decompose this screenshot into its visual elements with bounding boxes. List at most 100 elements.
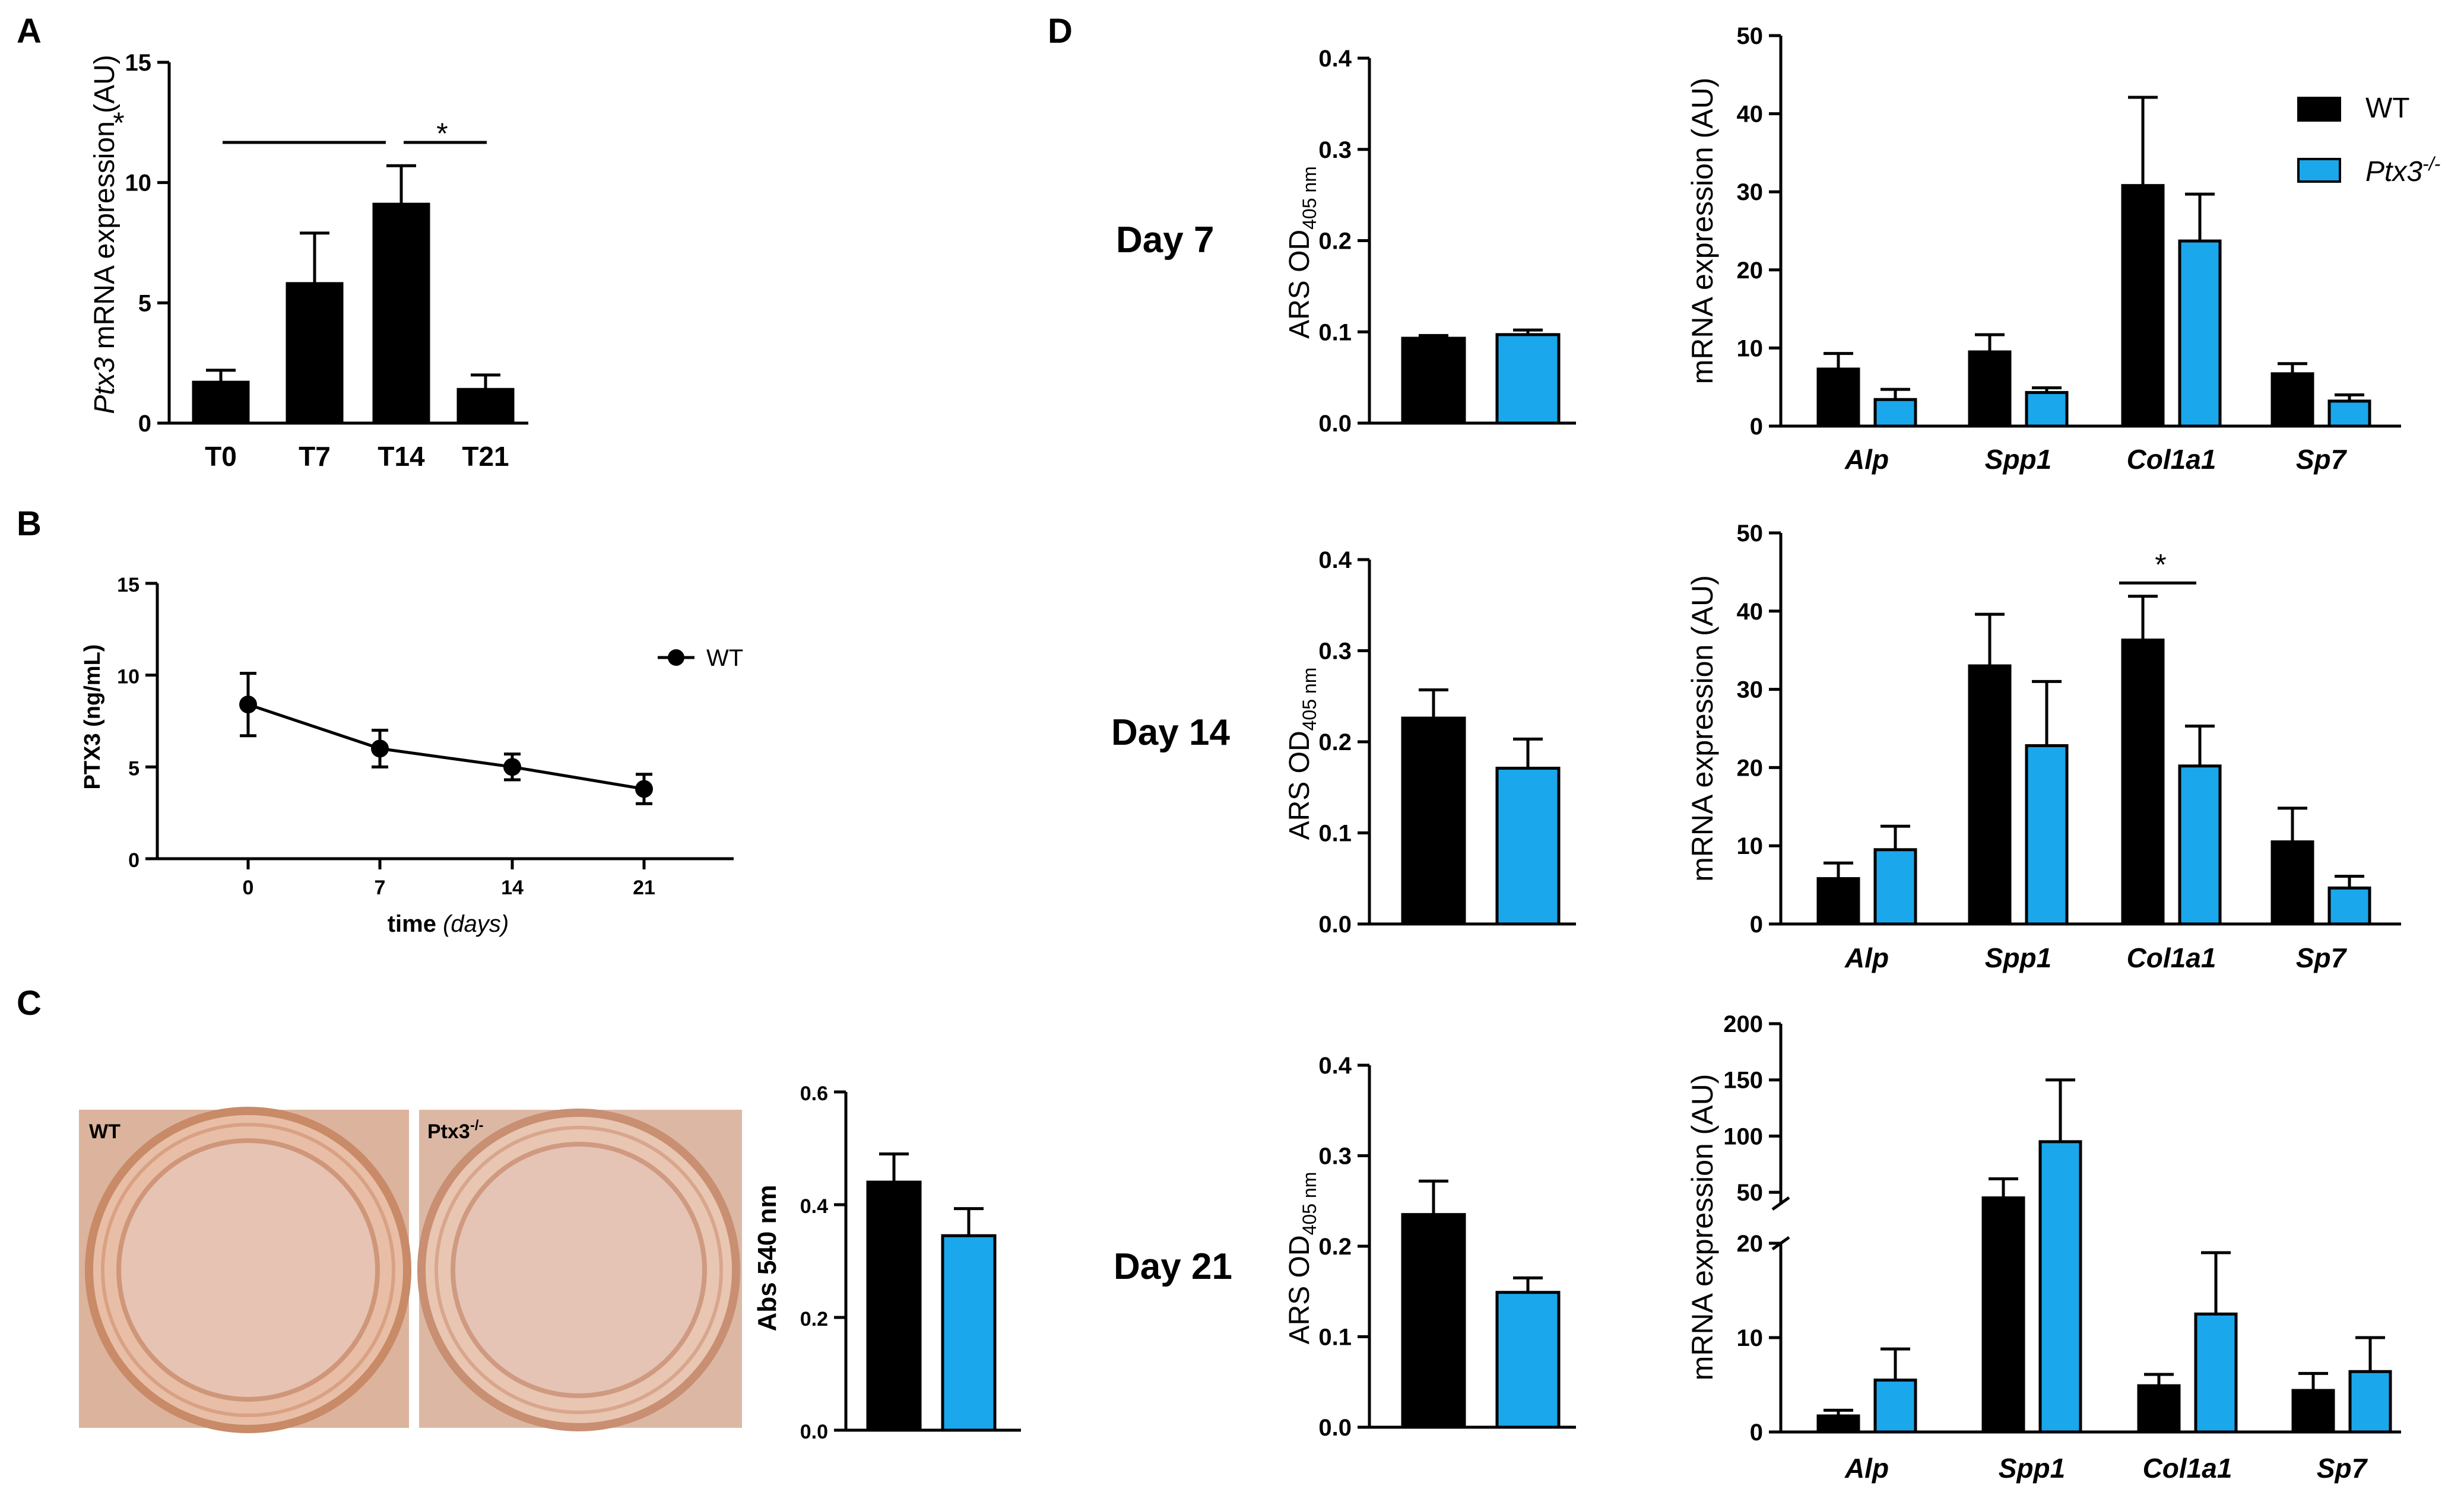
mrna-day14-bar-ptx3-col1a1 — [2178, 764, 2222, 926]
panel-c-bar-wt — [866, 1180, 922, 1432]
wt-photo-label: WT — [89, 1120, 120, 1143]
ptx3-photo-label: Ptx3-/- — [427, 1117, 483, 1143]
mrna-day7-y-tick-label: 40 — [1737, 101, 1764, 128]
panel-b-x-tick-label: 21 — [633, 877, 655, 899]
ars-day1-y-tick-label: 0.2 — [1318, 729, 1352, 755]
panel-b-series-line-wt — [248, 703, 645, 790]
mrna-day14-significance-star: * — [2155, 548, 2166, 581]
panel-a-bar-t14 — [372, 202, 430, 425]
mrna-day21-bar-ptx3-spp1 — [2038, 1140, 2082, 1434]
panel-b-data-point — [371, 739, 389, 758]
ptx3-well-inner-disc — [451, 1142, 707, 1398]
ars-y-label-text: ARS OD — [1284, 731, 1315, 840]
ars-bar-ptx3 — [1495, 1291, 1561, 1429]
panel-c-y-tick-label: 0.6 — [800, 1082, 828, 1105]
mrna-day21-y-tick-label: 0 — [1750, 1420, 1763, 1446]
panel-b-legend-label-wt: WT — [706, 645, 743, 671]
mrna-day21-bar-wt-sp7 — [2291, 1389, 2335, 1434]
mrna-day14-bar-ptx3-alp — [1873, 848, 1917, 926]
mrna-day21-y-axis-label: mRNA expression (AU) — [1686, 1074, 1719, 1381]
mrna-day21-x-tick-label: Alp — [1844, 1453, 1889, 1484]
mrna-day7-x-tick-label: Sp7 — [2296, 444, 2348, 475]
panel-b-x-label-time: time — [388, 911, 436, 937]
legend-label-ptx3: Ptx3-/- — [2365, 153, 2440, 188]
mrna-day7-bar-wt-alp — [1816, 367, 1860, 428]
mrna-day7-bar-wt-spp1 — [1968, 350, 2012, 428]
panel-a-bar-chart: Ptx3 mRNA expression (AU) * * — [89, 55, 448, 414]
ars-day0-y-tick-label: 0.3 — [1318, 137, 1352, 163]
panel-c-bar-chart: Abs 540 nm — [753, 1185, 782, 1332]
mrna-day21-bar-ptx3-alp — [1873, 1379, 1917, 1434]
ars-day1-y-tick-label: 0.3 — [1318, 639, 1352, 665]
panel-a-bar-t0 — [192, 380, 250, 425]
mrna-day14-bar-wt-col1a1 — [2121, 639, 2165, 926]
mrna-day7-bar-wt-sp7 — [2270, 372, 2314, 428]
mrna-day14-bar-wt-sp7 — [2270, 840, 2314, 926]
panel-c-y-tick-label: 0.0 — [800, 1421, 828, 1443]
mrna-day7-x-tick-label: Col1a1 — [2127, 444, 2216, 475]
panel-b-legend-marker — [668, 649, 684, 666]
mrna-day14-y-axis-label: mRNA expression (AU) — [1686, 575, 1719, 882]
panel-a-y-label-gene: Ptx3 — [89, 357, 120, 414]
panel-letter-d: D — [1048, 12, 1073, 50]
mrna-day14-x-tick-label: Alp — [1844, 942, 1889, 973]
mrna-day7-y-tick-label: 50 — [1737, 23, 1764, 49]
panel-b-data-point — [503, 758, 521, 776]
panel-a-y-tick-label: 5 — [138, 290, 151, 316]
wt-well-middle-ring — [101, 1123, 395, 1417]
mrna-day21-y-tick-label: 10 — [1737, 1325, 1764, 1351]
ars-day0-y-tick-label: 0.2 — [1318, 228, 1352, 255]
mrna-day7-y-axis-label: mRNA expression (AU) — [1686, 78, 1719, 385]
mrna-day21-bar-wt-col1a1 — [2137, 1384, 2181, 1434]
panel-c-y-axis-label: Abs 540 nm — [753, 1185, 782, 1332]
ars-y-label-subscript: 405 nm — [1299, 668, 1320, 731]
panel-c-y-tick-label: 0.4 — [800, 1195, 828, 1218]
mrna-day21-y-tick-label: 20 — [1737, 1231, 1764, 1257]
panel-a-y-tick-label: 15 — [125, 50, 152, 76]
mrna-day7-y-tick-label: 10 — [1737, 335, 1764, 361]
mrna-day21-x-tick-label: Spp1 — [1999, 1453, 2065, 1484]
ars-day2-y-tick-label: 0.3 — [1318, 1144, 1352, 1170]
panel-c-y-tick-label: 0.2 — [800, 1308, 828, 1330]
ptx3-photo-label-text: Ptx3 — [427, 1120, 470, 1143]
panel-b-y-tick-label: 15 — [117, 574, 139, 596]
mrna-day7-y-tick-label: 30 — [1737, 179, 1764, 205]
day-21-label: Day 21 — [1114, 1246, 1232, 1287]
mrna-day14-bar-ptx3-spp1 — [2025, 744, 2069, 926]
ars-day0-y-tick-label: 0.4 — [1318, 46, 1352, 72]
mrna-day14-bar-ptx3-sp7 — [2327, 886, 2371, 926]
day-7-label: Day 7 — [1116, 220, 1214, 261]
legend-label-ptx3-text: Ptx3 — [2365, 156, 2422, 188]
mrna-day21-y-tick-label: 100 — [1723, 1123, 1763, 1149]
ars-y-label-text: ARS OD — [1284, 1235, 1315, 1344]
panel-c-well-photos: WT Ptx3-/- — [79, 1107, 742, 1433]
mrna-day21-axis-break-mark — [1771, 1196, 1790, 1211]
ars-day1-y-tick-label: 0.4 — [1318, 547, 1352, 573]
mrna-day14-y-tick-label: 30 — [1737, 677, 1764, 703]
mrna-day21-bar-wt-spp1 — [1981, 1196, 2025, 1434]
ars-day0-y-tick-label: 0.1 — [1318, 319, 1352, 345]
day-14-label: Day 14 — [1111, 712, 1230, 753]
panel-c-bar-ptx3 — [941, 1234, 997, 1432]
mrna-day14-x-tick-label: Col1a1 — [2127, 942, 2216, 973]
ars-y-label-subscript: 405 nm — [1299, 1172, 1320, 1236]
panel-a-significance-star-2: * — [436, 117, 448, 150]
ars-bar-ptx3 — [1495, 333, 1561, 425]
panel-b-x-label-unit: (days) — [443, 911, 509, 937]
mrna-day7-bar-ptx3-col1a1 — [2178, 239, 2222, 428]
panel-a-x-tick-label: T7 — [299, 441, 331, 472]
panel-a-x-tick-label: T21 — [462, 441, 509, 472]
ars-y-axis-label: ARS OD405 nm — [1284, 166, 1320, 339]
panel-a-x-tick-label: T14 — [378, 441, 425, 472]
mrna-day14-x-tick-label: Spp1 — [1985, 942, 2051, 973]
panel-a-x-tick-label: T0 — [205, 441, 237, 472]
ars-bar-wt — [1401, 336, 1466, 425]
mrna-day7-x-tick-label: Spp1 — [1985, 444, 2051, 475]
mrna-day14-y-tick-label: 20 — [1737, 755, 1764, 781]
panel-a-bar-t21 — [456, 388, 515, 425]
ptx3-well-middle-ring — [435, 1126, 723, 1414]
legend-label-wt: WT — [2365, 93, 2410, 124]
panel-a-y-label-text: mRNA expression (AU) — [89, 55, 120, 357]
mrna-day14-x-tick-label: Sp7 — [2296, 942, 2348, 973]
